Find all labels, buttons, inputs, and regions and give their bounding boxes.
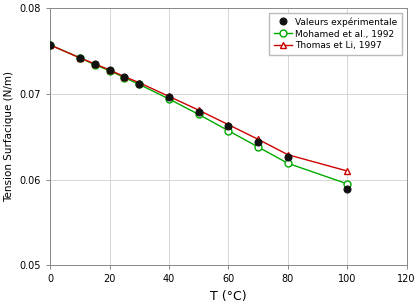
Mohamed et al., 1992 (77, 56, 82, 60)
Valeurs expérimentale (107, 68, 112, 72)
Valeurs expérimentale (226, 125, 231, 128)
X-axis label: T (°C): T (°C) (210, 290, 247, 303)
Valeurs expérimentale (92, 62, 97, 66)
Mohamed et al., 1992 (256, 145, 261, 149)
Thomas et Li, 1997 (196, 108, 201, 112)
Mohamed et al., 1992 (92, 63, 97, 67)
Valeurs expérimentale (345, 187, 350, 191)
Valeurs expérimentale (166, 95, 171, 99)
Line: Mohamed et al., 1992: Mohamed et al., 1992 (47, 41, 351, 187)
Valeurs expérimentale (196, 110, 201, 114)
Mohamed et al., 1992 (122, 76, 127, 80)
Thomas et Li, 1997 (77, 56, 82, 60)
Legend: Valeurs expérimentale, Mohamed et al., 1992, Thomas et Li, 1997: Valeurs expérimentale, Mohamed et al., 1… (269, 13, 402, 55)
Mohamed et al., 1992 (137, 83, 142, 86)
Valeurs expérimentale (48, 43, 53, 47)
Thomas et Li, 1997 (256, 138, 261, 141)
Thomas et Li, 1997 (345, 169, 350, 173)
Thomas et Li, 1997 (48, 43, 53, 47)
Thomas et Li, 1997 (122, 75, 127, 79)
Mohamed et al., 1992 (48, 43, 53, 47)
Mohamed et al., 1992 (226, 129, 231, 133)
Valeurs expérimentale (77, 56, 82, 60)
Valeurs expérimentale (256, 140, 261, 144)
Mohamed et al., 1992 (166, 97, 171, 101)
Thomas et Li, 1997 (285, 153, 290, 157)
Mohamed et al., 1992 (285, 161, 290, 165)
Valeurs expérimentale (122, 75, 127, 79)
Thomas et Li, 1997 (166, 95, 171, 98)
Valeurs expérimentale (285, 155, 290, 159)
Mohamed et al., 1992 (107, 69, 112, 72)
Mohamed et al., 1992 (345, 182, 350, 186)
Mohamed et al., 1992 (196, 113, 201, 116)
Thomas et Li, 1997 (137, 81, 142, 84)
Thomas et Li, 1997 (107, 68, 112, 72)
Y-axis label: Tension Surfacique (N/m): Tension Surfacique (N/m) (4, 71, 14, 202)
Thomas et Li, 1997 (226, 123, 231, 126)
Thomas et Li, 1997 (92, 62, 97, 66)
Valeurs expérimentale (137, 82, 142, 85)
Line: Thomas et Li, 1997: Thomas et Li, 1997 (47, 41, 351, 174)
Line: Valeurs expérimentale: Valeurs expérimentale (47, 41, 351, 192)
